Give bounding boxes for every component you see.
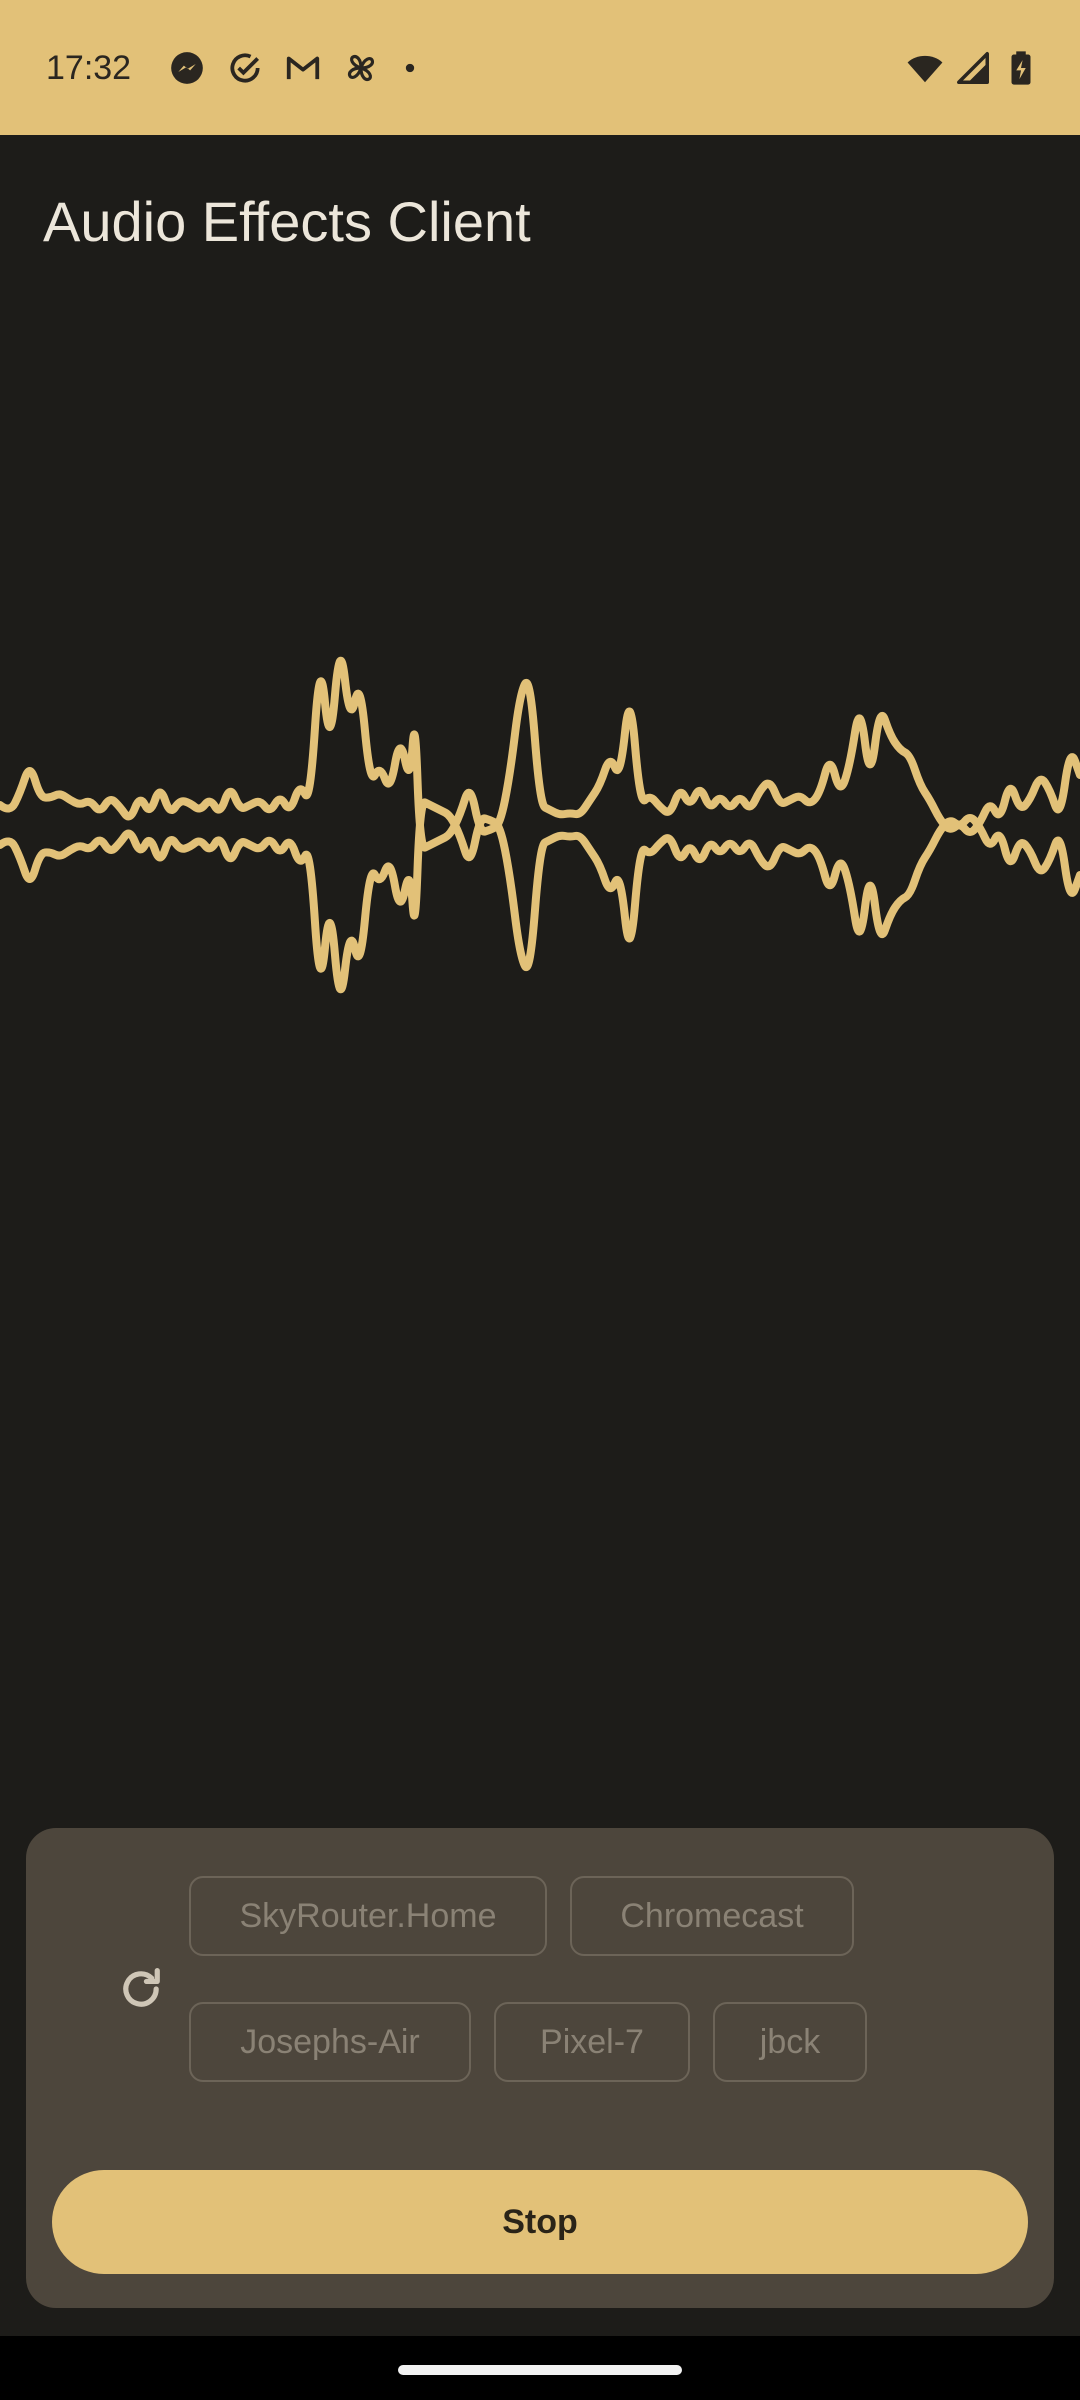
waveform-upper-trace	[0, 656, 1080, 852]
pinwheel-icon	[347, 54, 375, 82]
page-title: Audio Effects Client	[43, 190, 531, 253]
device-chip-pixel-7[interactable]: Pixel-7	[494, 2002, 690, 2082]
device-chip-josephs-air[interactable]: Josephs-Air	[189, 2002, 471, 2082]
waveform-lower-trace	[0, 798, 1080, 994]
dot-icon	[405, 63, 415, 73]
wifi-icon	[907, 55, 943, 83]
refresh-icon	[123, 1967, 160, 2007]
battery-charging-icon	[1011, 51, 1031, 85]
check-circle-icon	[230, 53, 260, 83]
signal-icon	[957, 52, 989, 84]
gmail-icon	[286, 56, 320, 80]
refresh-button[interactable]	[86, 1934, 196, 2044]
home-gesture-handle[interactable]	[398, 2365, 682, 2375]
device-chip-label: Pixel-7	[540, 2023, 644, 2061]
stop-button[interactable]: Stop	[52, 2170, 1028, 2274]
messenger-icon	[171, 52, 203, 84]
audio-waveform	[0, 656, 1080, 994]
notification-icons	[168, 48, 420, 88]
system-icons	[906, 48, 1040, 88]
status-bar: 17:32	[0, 0, 1080, 135]
device-chip-skyrouter[interactable]: SkyRouter.Home	[189, 1876, 547, 1956]
device-chip-jbck[interactable]: jbck	[713, 2002, 867, 2082]
device-chip-label: SkyRouter.Home	[239, 1897, 497, 1935]
device-chip-label: Chromecast	[620, 1897, 804, 1935]
device-chip-chromecast[interactable]: Chromecast	[570, 1876, 854, 1956]
status-time: 17:32	[46, 49, 132, 87]
device-chip-label: Josephs-Air	[240, 2023, 420, 2061]
device-chip-label: jbck	[759, 2023, 821, 2061]
navigation-bar	[0, 2336, 1080, 2400]
device-panel: SkyRouter.Home Chromecast Josephs-Air Pi…	[26, 1828, 1054, 2308]
